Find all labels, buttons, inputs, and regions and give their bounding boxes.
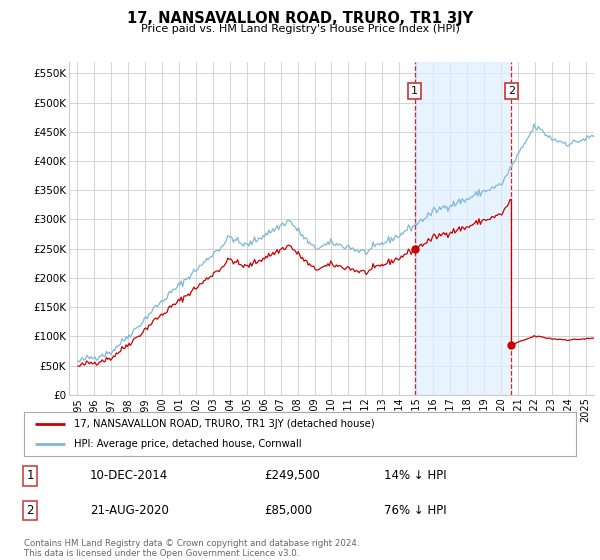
Text: 76% ↓ HPI: 76% ↓ HPI (384, 504, 446, 517)
Text: 2: 2 (508, 86, 515, 96)
Text: 1: 1 (411, 86, 418, 96)
Text: HPI: Average price, detached house, Cornwall: HPI: Average price, detached house, Corn… (74, 439, 301, 449)
Text: 17, NANSAVALLON ROAD, TRURO, TR1 3JY: 17, NANSAVALLON ROAD, TRURO, TR1 3JY (127, 11, 473, 26)
Text: 14% ↓ HPI: 14% ↓ HPI (384, 469, 446, 482)
Text: 10-DEC-2014: 10-DEC-2014 (90, 469, 168, 482)
Text: £249,500: £249,500 (264, 469, 320, 482)
Text: 17, NANSAVALLON ROAD, TRURO, TR1 3JY (detached house): 17, NANSAVALLON ROAD, TRURO, TR1 3JY (de… (74, 419, 374, 429)
Text: Contains HM Land Registry data © Crown copyright and database right 2024.
This d: Contains HM Land Registry data © Crown c… (24, 539, 359, 558)
Text: Price paid vs. HM Land Registry's House Price Index (HPI): Price paid vs. HM Land Registry's House … (140, 24, 460, 34)
Text: 21-AUG-2020: 21-AUG-2020 (90, 504, 169, 517)
Text: 1: 1 (26, 469, 34, 482)
Text: £85,000: £85,000 (264, 504, 312, 517)
Bar (415, 62, 511, 395)
Text: 2: 2 (26, 504, 34, 517)
